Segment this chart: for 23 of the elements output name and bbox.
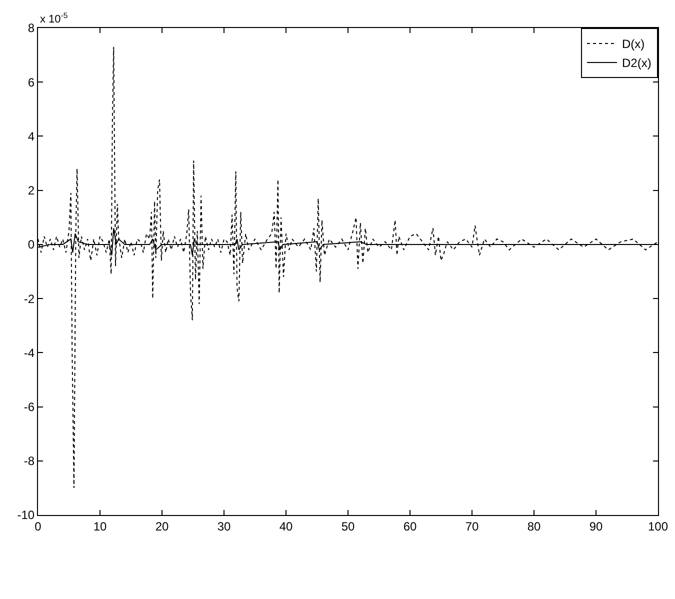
y-tick-label: -6 [24, 400, 35, 414]
y-tick-label: 2 [28, 184, 35, 198]
x-tick-label: 100 [648, 519, 668, 534]
text: x 10$^{-5}$ [40, 11, 68, 26]
y-tick-label: -4 [24, 346, 35, 360]
x-tick-label: 90 [589, 519, 603, 534]
y-tick-label: 6 [28, 75, 35, 90]
y-tick-label: 4 [28, 129, 35, 144]
x-tick-label: 60 [403, 519, 417, 534]
y-tick-label: 8 [28, 21, 35, 36]
x-tick-label: 50 [341, 519, 355, 534]
y-tick-label: -10 [17, 508, 35, 522]
y-tick-label: -8 [24, 454, 35, 468]
x-tick-label: 40 [279, 519, 293, 534]
x-tick-label: 70 [465, 519, 479, 534]
x-tick-label: 30 [217, 519, 231, 534]
x-tick-label: 80 [527, 519, 541, 534]
x-tick-label: 20 [155, 519, 169, 534]
y-tick-label: 0 [28, 238, 35, 252]
legend-label: D(x) [622, 37, 645, 52]
y-tick-label: -2 [24, 292, 35, 306]
x-tick-label: 10 [93, 519, 107, 534]
legend-label: D2(x) [622, 56, 652, 70]
